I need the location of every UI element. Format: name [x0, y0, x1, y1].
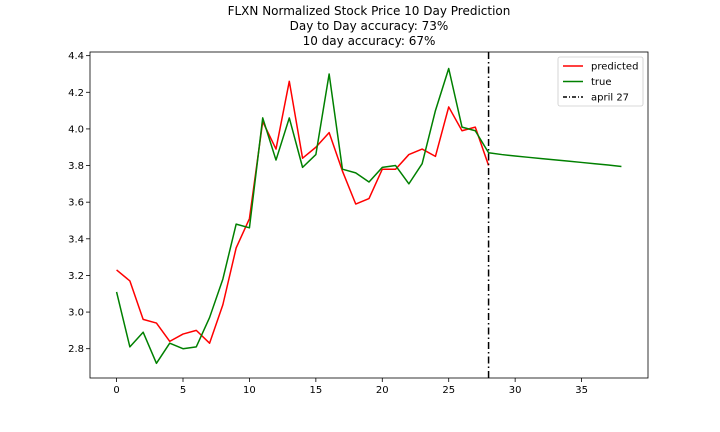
chart-title: FLXN Normalized Stock Price 10 Day Predi…	[227, 4, 511, 18]
x-tick-label: 5	[180, 385, 186, 396]
x-tick-label: 20	[376, 385, 389, 396]
y-tick-label: 3.0	[68, 308, 84, 319]
x-tick-label: 35	[575, 385, 588, 396]
plot-frame	[89, 51, 649, 379]
x-tick-label: 10	[243, 385, 256, 396]
y-tick-label: 4.4	[68, 51, 84, 62]
y-tick-label: 4.0	[68, 124, 84, 135]
chart-title-block: FLXN Normalized Stock Price 10 Day Predi…	[90, 4, 648, 49]
legend: predicted true april 27	[557, 56, 644, 107]
plot-area	[90, 52, 648, 378]
legend-box	[557, 56, 644, 107]
series-line-true	[115, 67, 622, 365]
legend-label-predicted: predicted	[591, 62, 638, 73]
y-tick-label: 3.2	[68, 271, 84, 282]
legend-label-true: true	[591, 77, 612, 88]
x-tick-label: 15	[309, 385, 322, 396]
y-tick-label: 3.6	[68, 198, 84, 209]
series-line-predicted	[116, 80, 490, 344]
x-tick-label: 25	[442, 385, 455, 396]
y-tick-label: 3.4	[68, 234, 84, 245]
x-tick-label: 0	[113, 385, 119, 396]
y-tick-label: 4.2	[68, 88, 84, 99]
chart-subtitle-day-accuracy: Day to Day accuracy: 73%	[289, 19, 449, 33]
x-tick-label: 30	[509, 385, 522, 396]
chart-subtitle-ten-day-accuracy: 10 day accuracy: 67%	[302, 34, 436, 48]
legend-label-april-27: april 27	[591, 93, 629, 104]
y-tick-label: 3.8	[68, 161, 84, 172]
y-tick-label: 2.8	[68, 344, 84, 355]
